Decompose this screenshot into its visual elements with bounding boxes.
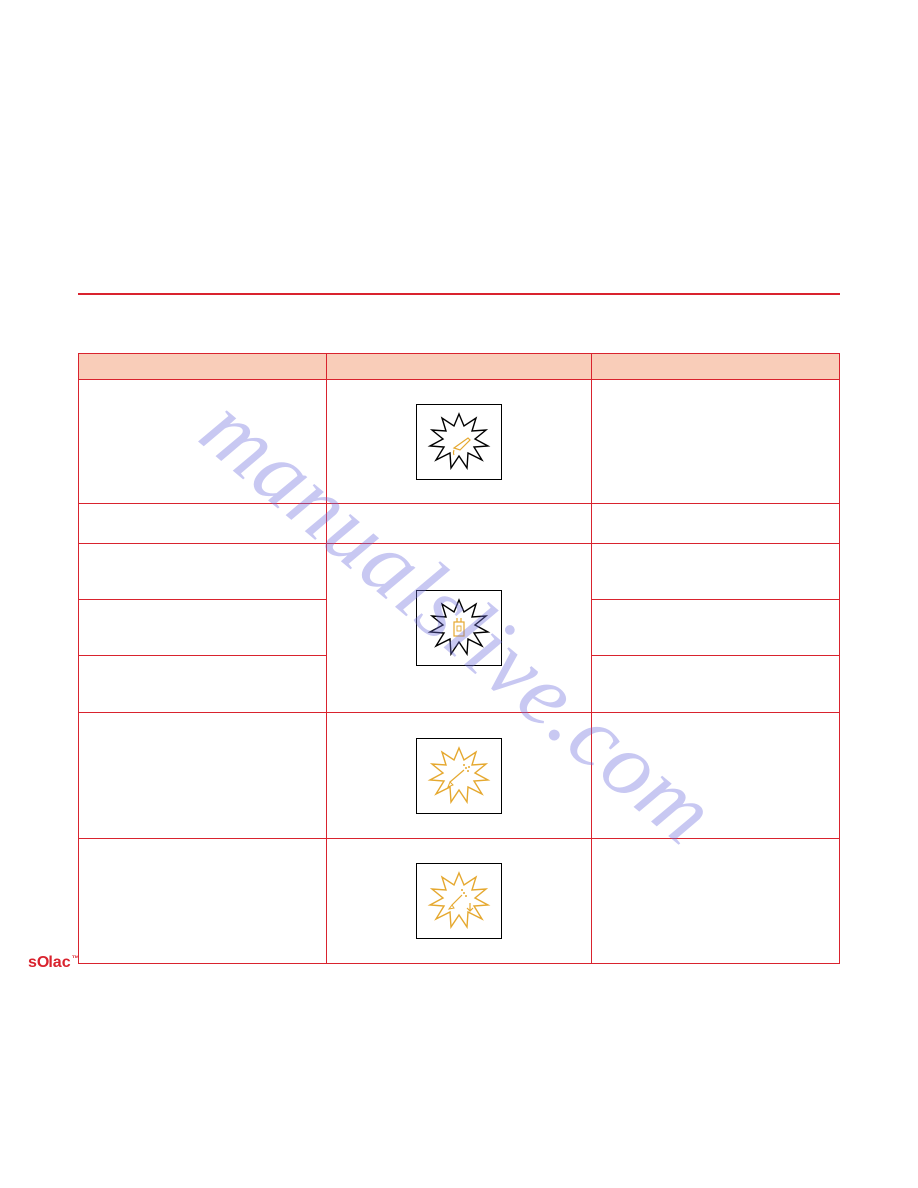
- table-cell: [592, 656, 839, 712]
- table-row: [79, 380, 839, 504]
- table-cell: [79, 713, 327, 838]
- burst-plug-icon: [424, 596, 494, 660]
- table-cell-group: [79, 544, 327, 712]
- page: manualslive.com: [0, 0, 918, 1188]
- burst-spray-icon: [424, 744, 494, 808]
- brand-logo: sOlac™: [28, 954, 80, 972]
- table-header-cell: [592, 354, 839, 380]
- table-header-cell: [327, 354, 593, 380]
- icon-box: [416, 590, 502, 666]
- table-row-group: [79, 544, 839, 713]
- table-cell: [592, 713, 839, 838]
- table-cell: [327, 504, 593, 543]
- table-cell: [592, 600, 839, 656]
- table-cell: [79, 544, 326, 600]
- table-row: [79, 504, 839, 544]
- icon-box: [416, 404, 502, 480]
- table-cell: [79, 839, 327, 963]
- divider-line: [78, 293, 840, 295]
- table-cell: [79, 380, 327, 503]
- table-row: [79, 839, 839, 963]
- trademark-icon: ™: [71, 954, 80, 963]
- main-table: [78, 353, 840, 964]
- table-cell: [592, 544, 839, 600]
- burst-pour-icon: [424, 410, 494, 474]
- burst-spray-down-icon: [424, 869, 494, 933]
- icon-box: [416, 863, 502, 939]
- table-cell: [592, 504, 839, 543]
- table-cell: [79, 656, 326, 712]
- table-cell-group: [592, 544, 839, 712]
- logo-text: sOlac: [28, 954, 71, 971]
- table-cell: [327, 713, 593, 838]
- table-cell: [79, 504, 327, 543]
- icon-box: [416, 738, 502, 814]
- table-cell: [592, 380, 839, 503]
- table-cell: [327, 380, 593, 503]
- table-cell: [79, 600, 326, 656]
- table-row: [79, 713, 839, 839]
- table-cell: [592, 839, 839, 963]
- table-header-cell: [79, 354, 327, 380]
- table-cell-merged: [327, 544, 593, 712]
- table-header-row: [79, 354, 839, 380]
- table-cell: [327, 839, 593, 963]
